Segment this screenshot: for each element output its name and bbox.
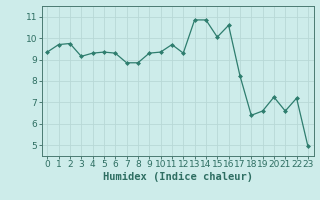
- X-axis label: Humidex (Indice chaleur): Humidex (Indice chaleur): [103, 172, 252, 182]
